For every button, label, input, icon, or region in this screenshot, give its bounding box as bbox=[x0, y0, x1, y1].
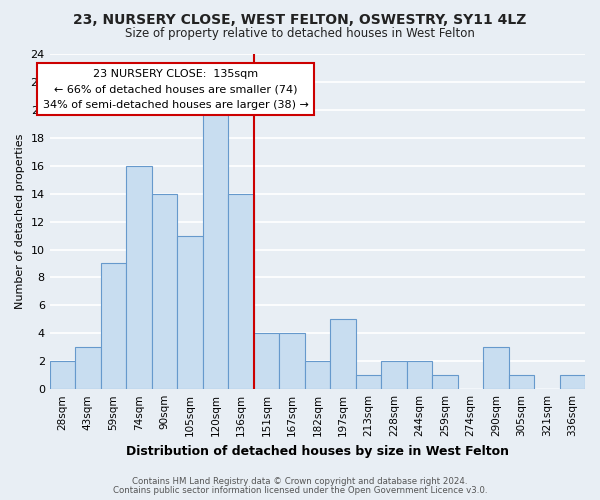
Bar bbox=[305, 361, 330, 389]
Bar bbox=[432, 375, 458, 389]
Text: Contains public sector information licensed under the Open Government Licence v3: Contains public sector information licen… bbox=[113, 486, 487, 495]
Bar bbox=[483, 348, 509, 389]
Bar bbox=[177, 236, 203, 389]
Bar bbox=[75, 348, 101, 389]
Bar bbox=[126, 166, 152, 389]
Bar bbox=[228, 194, 254, 389]
Bar bbox=[203, 110, 228, 389]
Bar bbox=[381, 361, 407, 389]
Bar bbox=[407, 361, 432, 389]
Bar bbox=[101, 264, 126, 389]
X-axis label: Distribution of detached houses by size in West Felton: Distribution of detached houses by size … bbox=[126, 444, 509, 458]
Bar bbox=[254, 334, 279, 389]
Bar bbox=[152, 194, 177, 389]
Bar bbox=[50, 361, 75, 389]
Bar bbox=[356, 375, 381, 389]
Text: Contains HM Land Registry data © Crown copyright and database right 2024.: Contains HM Land Registry data © Crown c… bbox=[132, 477, 468, 486]
Bar bbox=[560, 375, 585, 389]
Text: 23, NURSERY CLOSE, WEST FELTON, OSWESTRY, SY11 4LZ: 23, NURSERY CLOSE, WEST FELTON, OSWESTRY… bbox=[73, 12, 527, 26]
Bar bbox=[279, 334, 305, 389]
Y-axis label: Number of detached properties: Number of detached properties bbox=[15, 134, 25, 310]
Bar bbox=[330, 320, 356, 389]
Text: Size of property relative to detached houses in West Felton: Size of property relative to detached ho… bbox=[125, 26, 475, 40]
Text: 23 NURSERY CLOSE:  135sqm
← 66% of detached houses are smaller (74)
34% of semi-: 23 NURSERY CLOSE: 135sqm ← 66% of detach… bbox=[43, 68, 308, 110]
Bar bbox=[509, 375, 534, 389]
